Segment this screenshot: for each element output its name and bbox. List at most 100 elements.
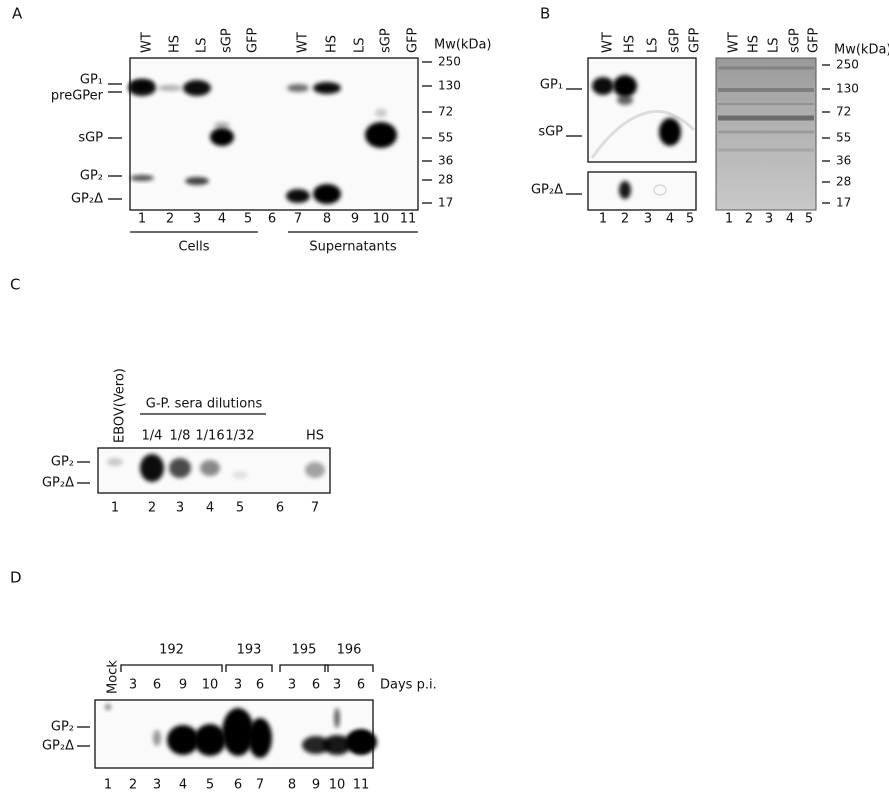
lane-header: HS: [747, 35, 762, 53]
day-label: 6: [153, 678, 161, 693]
band-label: GP₂Δ: [71, 192, 103, 207]
band: [153, 730, 161, 746]
day-label: 6: [357, 678, 365, 693]
lane-number: 11: [353, 778, 370, 793]
lane-number: 4: [179, 778, 187, 793]
band: [210, 128, 234, 146]
bracket: [120, 664, 223, 672]
lane-number: 7: [256, 778, 264, 793]
stain-band: [718, 115, 814, 121]
mw-marker: 72: [438, 105, 453, 119]
dilution: 1/32: [225, 429, 254, 444]
dilution: 1/8: [170, 429, 191, 444]
mw-marker: 28: [438, 173, 453, 187]
band-label: sGP: [78, 131, 103, 146]
mw-marker: 17: [836, 196, 851, 210]
lane-number: 6: [268, 212, 276, 227]
lane-number: 10: [373, 212, 390, 227]
bracket: [324, 664, 374, 672]
band: [313, 184, 341, 204]
lane-number: 5: [236, 501, 244, 516]
band: [167, 725, 199, 755]
lane-header: WT: [601, 32, 616, 53]
day-label: 3: [333, 678, 341, 693]
band: [617, 95, 633, 105]
band: [169, 458, 191, 478]
stain-band: [718, 103, 814, 105]
animal-label: 196: [337, 643, 362, 658]
lane-header: EBOV(Vero): [113, 368, 128, 443]
stain-band: [718, 88, 814, 92]
days-title: Days p.i.: [380, 678, 437, 693]
band: [313, 82, 341, 94]
band-label: GP₂Δ: [42, 476, 74, 491]
band: [130, 175, 154, 181]
day-label: 6: [256, 678, 264, 693]
band: [232, 471, 248, 479]
lane-number: 1: [725, 212, 733, 227]
band: [334, 708, 340, 728]
band: [214, 122, 230, 128]
stain-band: [718, 130, 814, 134]
day-label: 3: [288, 678, 296, 693]
dilution-title: G-P. sera dilutions: [146, 397, 263, 412]
lane-number: 3: [193, 212, 201, 227]
band: [619, 181, 631, 199]
band: [200, 460, 220, 476]
band: [158, 85, 182, 91]
band: [194, 724, 226, 756]
day-label: 3: [129, 678, 137, 693]
lane-header: GFP: [688, 27, 703, 53]
mw-marker: 55: [438, 131, 453, 145]
band: [140, 454, 164, 482]
band-label: GP₂Δ: [531, 183, 563, 198]
lane-number: 4: [206, 501, 214, 516]
lane-number: 2: [166, 212, 174, 227]
band: [345, 730, 377, 754]
mw-marker: 250: [438, 55, 461, 69]
band-label: GP₁: [540, 78, 563, 93]
lane-number: 7: [311, 501, 319, 516]
dilution: 1/16: [195, 429, 224, 444]
band: [287, 84, 309, 92]
band: [613, 75, 637, 97]
lane-number: 6: [234, 778, 242, 793]
lane-number: 9: [312, 778, 320, 793]
lane-number: 5: [244, 212, 252, 227]
lane-number: 8: [288, 778, 296, 793]
mw-marker: 17: [438, 196, 453, 210]
stain-band: [718, 148, 814, 152]
day-label: 10: [202, 678, 219, 693]
band: [305, 462, 325, 478]
panel-label: D: [10, 569, 22, 587]
blot-b-top: [587, 57, 697, 163]
lane-header: HS: [623, 35, 638, 53]
lane-number: 3: [765, 212, 773, 227]
band: [183, 80, 211, 96]
mw-marker: 130: [438, 79, 461, 93]
lane-number: 1: [111, 501, 119, 516]
lane-number: 7: [294, 212, 302, 227]
band-label: GP₂: [80, 169, 103, 184]
serum-header: HS: [306, 429, 324, 444]
mw-marker: 28: [836, 175, 851, 189]
lane-number: 4: [786, 212, 794, 227]
dilution: 1/4: [142, 429, 163, 444]
lane-number: 4: [666, 212, 674, 227]
band-label: sGP: [538, 125, 563, 140]
lane-number: 1: [104, 778, 112, 793]
lane-header: sGP: [220, 28, 235, 53]
band: [185, 177, 209, 185]
lane-header: WT: [296, 32, 311, 53]
panel-label: A: [12, 5, 23, 23]
mw-marker: 55: [836, 131, 851, 145]
lane-number: 3: [153, 778, 161, 793]
lane-number: 9: [351, 212, 359, 227]
bracket: [279, 664, 329, 672]
band: [375, 109, 387, 117]
animal-label: 192: [159, 643, 184, 658]
lane-header: GFP: [246, 27, 261, 53]
mw-marker: 72: [836, 105, 851, 119]
band: [222, 708, 254, 756]
panel-label: B: [540, 5, 550, 23]
